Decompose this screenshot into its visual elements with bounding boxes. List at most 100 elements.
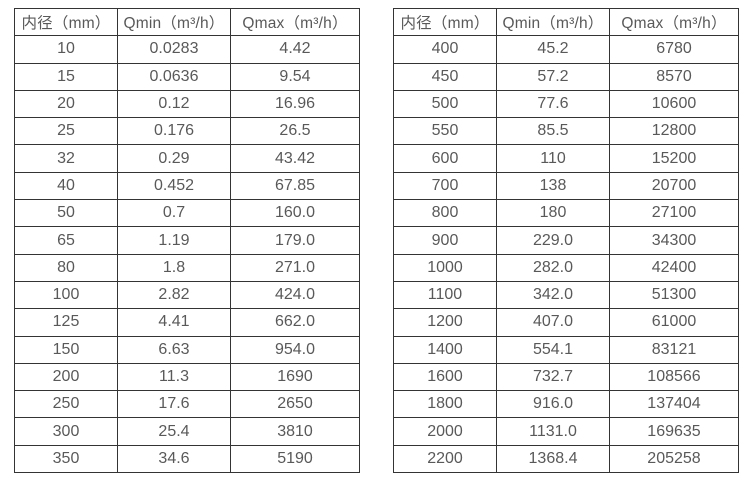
table-row: 500 77.6 10600: [393, 89, 739, 119]
table-body-right: 400 45.2 6780 450 57.2 8570 500 77.6 10600 550 85.…: [393, 35, 739, 474]
table-row: 250 17.6 2650: [14, 390, 360, 419]
qmin-cell: 4.41: [117, 308, 231, 337]
qmin-cell: 1368.4: [496, 444, 610, 474]
qmax-cell: 51300: [609, 280, 739, 310]
qmin-cell: 0.0283: [117, 35, 231, 64]
diameter-cell: 800: [393, 199, 497, 228]
qmax-cell: 108566: [609, 362, 739, 392]
qmax-cell: 6780: [609, 35, 739, 64]
diameter-cell: 10: [14, 35, 118, 64]
diameter-cell: 80: [14, 253, 118, 282]
qmax-cell: 160.0: [230, 199, 360, 228]
diameter-header: 内径（mm）: [393, 7, 497, 37]
qmax-cell: 662.0: [230, 308, 360, 337]
diameter-cell: 100: [14, 280, 118, 310]
qmin-cell: 77.6: [496, 89, 610, 119]
qmax-cell: 16.96: [230, 89, 360, 119]
diameter-cell: 450: [393, 62, 497, 91]
table-row: 550 85.5 12800: [393, 117, 739, 146]
qmin-cell: 229.0: [496, 226, 610, 255]
table-row: 400 45.2 6780: [393, 35, 739, 64]
qmin-cell: 1.19: [117, 226, 231, 255]
table-row: 100 2.82 424.0: [14, 280, 360, 310]
qmax-cell: 5190: [230, 444, 360, 474]
qmin-cell: 138: [496, 171, 610, 201]
table-row: 20 0.12 16.96: [14, 89, 360, 119]
qmax-cell: 3810: [230, 417, 360, 446]
table-row: 32 0.29 43.42: [14, 144, 360, 173]
qmax-header: Qmax（m³/h）: [230, 7, 360, 37]
table-row: 1100 342.0 51300: [393, 280, 739, 310]
table-row: 40 0.452 67.85: [14, 171, 360, 201]
qmin-cell: 17.6: [117, 390, 231, 419]
table-row: 1600 732.7 108566: [393, 362, 739, 392]
qmax-cell: 179.0: [230, 226, 360, 255]
table-row: 900 229.0 34300: [393, 226, 739, 255]
qmax-cell: 67.85: [230, 171, 360, 201]
qmax-cell: 43.42: [230, 144, 360, 173]
qmax-cell: 4.42: [230, 35, 360, 64]
qmin-cell: 0.176: [117, 117, 231, 146]
diameter-cell: 1200: [393, 308, 497, 337]
table-row: 65 1.19 179.0: [14, 226, 360, 255]
qmin-cell: 0.452: [117, 171, 231, 201]
diameter-cell: 20: [14, 89, 118, 119]
qmin-cell: 282.0: [496, 253, 610, 282]
table-row: 125 4.41 662.0: [14, 308, 360, 337]
qmin-cell: 85.5: [496, 117, 610, 146]
qmin-cell: 0.7: [117, 199, 231, 228]
diameter-cell: 1400: [393, 335, 497, 364]
qmax-cell: 12800: [609, 117, 739, 146]
qmin-cell: 916.0: [496, 390, 610, 419]
qmax-cell: 26.5: [230, 117, 360, 146]
table-row: 1400 554.1 83121: [393, 335, 739, 364]
table-row: 150 6.63 954.0: [14, 335, 360, 364]
qmin-cell: 0.29: [117, 144, 231, 173]
diameter-header: 内径（mm）: [14, 7, 118, 37]
diameter-cell: 600: [393, 144, 497, 173]
qmax-cell: 169635: [609, 417, 739, 446]
diameter-cell: 50: [14, 199, 118, 228]
table-row: 450 57.2 8570: [393, 62, 739, 91]
qmin-cell: 1131.0: [496, 417, 610, 446]
table-row: 15 0.0636 9.54: [14, 62, 360, 91]
diameter-cell: 350: [14, 444, 118, 474]
flow-table-right: 内径（mm） Qmin（m³/h） Qmax（m³/h） 400 45.2 6780…: [393, 7, 739, 474]
table-row: 2200 1368.4 205258: [393, 444, 739, 474]
diameter-cell: 900: [393, 226, 497, 255]
table-row: 25 0.176 26.5: [14, 117, 360, 146]
qmax-cell: 2650: [230, 390, 360, 419]
diameter-cell: 400: [393, 35, 497, 64]
qmin-header: Qmin（m³/h）: [117, 7, 231, 37]
diameter-cell: 15: [14, 62, 118, 91]
diameter-cell: 1000: [393, 253, 497, 282]
qmin-cell: 6.63: [117, 335, 231, 364]
qmax-cell: 27100: [609, 199, 739, 228]
qmax-cell: 15200: [609, 144, 739, 173]
diameter-cell: 2200: [393, 444, 497, 474]
table-body-left: 10 0.0283 4.42 15 0.0636 9.54 20 0.12 16.96 25 0.1…: [14, 35, 360, 474]
qmax-cell: 205258: [609, 444, 739, 474]
qmin-cell: 11.3: [117, 362, 231, 392]
qmax-cell: 42400: [609, 253, 739, 282]
diameter-cell: 65: [14, 226, 118, 255]
diameter-cell: 300: [14, 417, 118, 446]
qmin-cell: 554.1: [496, 335, 610, 364]
diameter-cell: 125: [14, 308, 118, 337]
diameter-cell: 2000: [393, 417, 497, 446]
qmax-cell: 8570: [609, 62, 739, 91]
table-row: 2000 1131.0 169635: [393, 417, 739, 446]
diameter-cell: 1100: [393, 280, 497, 310]
diameter-cell: 500: [393, 89, 497, 119]
diameter-cell: 700: [393, 171, 497, 201]
table-header-right: 内径（mm） Qmin（m³/h） Qmax（m³/h）: [393, 7, 739, 37]
qmin-cell: 407.0: [496, 308, 610, 337]
diameter-cell: 250: [14, 390, 118, 419]
table-row: 1200 407.0 61000: [393, 308, 739, 337]
table-row: 50 0.7 160.0: [14, 199, 360, 228]
qmax-cell: 954.0: [230, 335, 360, 364]
qmax-cell: 1690: [230, 362, 360, 392]
qmax-cell: 34300: [609, 226, 739, 255]
table-row: 10 0.0283 4.42: [14, 35, 360, 64]
qmin-cell: 180: [496, 199, 610, 228]
